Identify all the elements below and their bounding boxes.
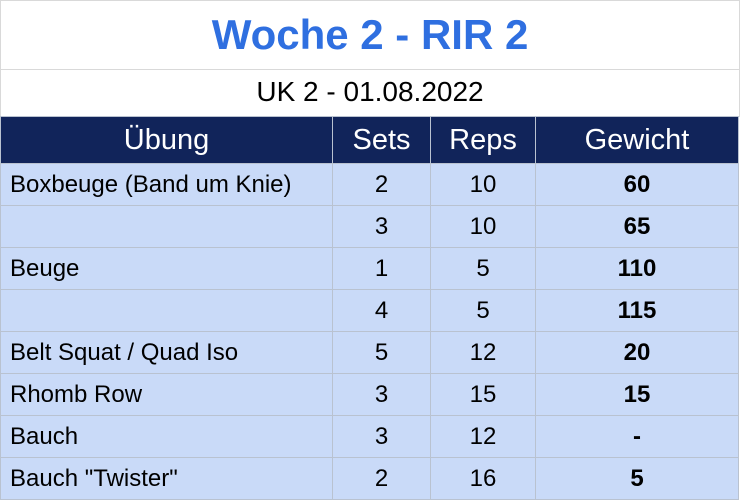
sets-cell[interactable]: 3 [332, 415, 431, 458]
workout-table: Übung Sets Reps Gewicht Boxbeuge (Band u… [0, 116, 739, 500]
header-reps[interactable]: Reps [430, 116, 536, 164]
reps-cell[interactable]: 5 [430, 289, 536, 332]
table-row: Boxbeuge (Band um Knie) 2 10 60 [0, 163, 739, 206]
reps-cell[interactable]: 16 [430, 457, 536, 500]
page-title: Woche 2 - RIR 2 [211, 11, 529, 58]
sets-cell[interactable]: 2 [332, 457, 431, 500]
table-row: Belt Squat / Quad Iso 5 12 20 [0, 331, 739, 374]
exercise-cell[interactable] [0, 289, 333, 332]
exercise-cell[interactable]: Beuge [0, 247, 333, 290]
sets-cell[interactable]: 3 [332, 205, 431, 248]
weight-cell[interactable]: 20 [535, 331, 739, 374]
weight-cell[interactable]: 60 [535, 163, 739, 206]
table-row: Beuge 1 5 110 [0, 247, 739, 290]
page-subtitle: UK 2 - 01.08.2022 [256, 76, 484, 107]
weight-cell[interactable]: 5 [535, 457, 739, 500]
exercise-cell[interactable] [0, 205, 333, 248]
exercise-cell[interactable]: Belt Squat / Quad Iso [0, 331, 333, 374]
weight-cell[interactable]: 115 [535, 289, 739, 332]
subtitle-cell[interactable]: UK 2 - 01.08.2022 [0, 68, 740, 117]
table-row: Rhomb Row 3 15 15 [0, 373, 739, 416]
exercise-cell[interactable]: Rhomb Row [0, 373, 333, 416]
sets-cell[interactable]: 1 [332, 247, 431, 290]
reps-cell[interactable]: 12 [430, 415, 536, 458]
table-row: 3 10 65 [0, 205, 739, 248]
weight-cell[interactable]: - [535, 415, 739, 458]
sets-cell[interactable]: 3 [332, 373, 431, 416]
reps-cell[interactable]: 10 [430, 205, 536, 248]
header-row: Übung Sets Reps Gewicht [0, 116, 739, 164]
header-sets[interactable]: Sets [332, 116, 431, 164]
header-weight[interactable]: Gewicht [535, 116, 739, 164]
table-row: Bauch 3 12 - [0, 415, 739, 458]
sets-cell[interactable]: 2 [332, 163, 431, 206]
weight-cell[interactable]: 15 [535, 373, 739, 416]
title-cell[interactable]: Woche 2 - RIR 2 [0, 0, 740, 70]
reps-cell[interactable]: 15 [430, 373, 536, 416]
weight-cell[interactable]: 110 [535, 247, 739, 290]
exercise-cell[interactable]: Boxbeuge (Band um Knie) [0, 163, 333, 206]
header-exercise[interactable]: Übung [0, 116, 333, 164]
reps-cell[interactable]: 10 [430, 163, 536, 206]
weight-cell[interactable]: 65 [535, 205, 739, 248]
sets-cell[interactable]: 4 [332, 289, 431, 332]
exercise-cell[interactable]: Bauch "Twister" [0, 457, 333, 500]
reps-cell[interactable]: 12 [430, 331, 536, 374]
table-row: Bauch "Twister" 2 16 5 [0, 457, 739, 500]
reps-cell[interactable]: 5 [430, 247, 536, 290]
exercise-cell[interactable]: Bauch [0, 415, 333, 458]
sets-cell[interactable]: 5 [332, 331, 431, 374]
table-row: 4 5 115 [0, 289, 739, 332]
